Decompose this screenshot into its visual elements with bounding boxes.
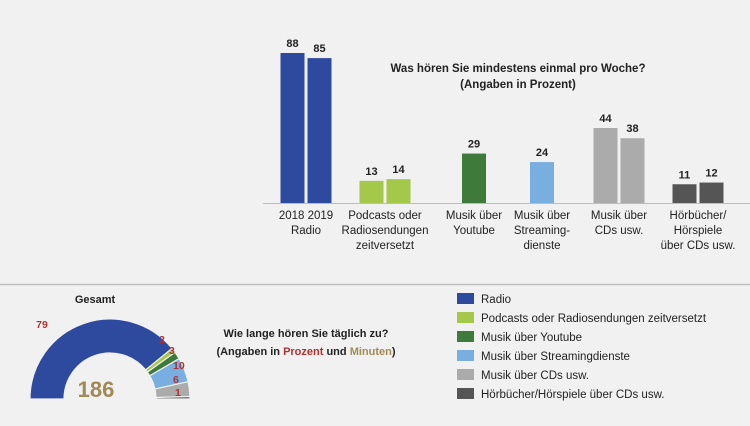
- bar: [672, 184, 697, 203]
- subtitle-part: und: [323, 346, 349, 358]
- bar-value-label: 29: [468, 139, 480, 151]
- bar-chart-subtitle: (Angaben in Prozent): [460, 79, 576, 91]
- category-label: dienste: [523, 240, 560, 252]
- legend-swatch: [457, 350, 474, 361]
- legend-label: Hörbücher/Hörspiele über CDs usw.: [481, 389, 664, 401]
- legend-label: Podcasts oder Radiosendungen zeitversetz…: [481, 313, 707, 325]
- legend-swatch: [457, 369, 474, 380]
- subtitle-part: (Angaben in: [216, 346, 283, 358]
- category-label: 2018 2019: [279, 210, 333, 222]
- legend-swatch: [457, 312, 474, 323]
- category-label: Hörspiele: [674, 225, 723, 237]
- category-label: Musik über: [446, 210, 502, 222]
- donut-slice: [29, 318, 173, 400]
- bar: [386, 179, 411, 203]
- legend-label: Musik über Streamingdienste: [481, 351, 630, 363]
- slice-value-label: 79: [36, 319, 48, 331]
- bar-value-label: 14: [392, 164, 405, 176]
- category-label: zeitversetzt: [356, 240, 415, 252]
- bar-value-label: 24: [536, 147, 549, 159]
- legend-label: Radio: [481, 294, 511, 306]
- bar-value-label: 13: [365, 166, 377, 178]
- subtitle-part: Minuten: [350, 346, 392, 358]
- bar: [530, 162, 554, 203]
- bar-value-label: 44: [599, 113, 612, 125]
- bar-value-label: 88: [286, 38, 298, 50]
- bar: [359, 180, 384, 203]
- category-label: Musik über: [591, 210, 647, 222]
- category-label: Musik über: [514, 210, 570, 222]
- category-label: über CDs usw.: [661, 240, 736, 252]
- slice-value-label: 1: [175, 387, 181, 399]
- bar-value-label: 38: [626, 123, 638, 135]
- category-label: Radio: [291, 225, 321, 237]
- bar: [593, 128, 618, 203]
- donut-total: 186: [78, 377, 115, 402]
- slice-value-label: 10: [173, 360, 185, 372]
- bar-value-label: 12: [705, 168, 717, 180]
- half-donut-chart: 79 23 10 61 Gesamt 186: [29, 294, 191, 402]
- subtitle-part: Prozent: [283, 346, 324, 358]
- legend-swatch: [457, 331, 474, 342]
- bar-chart: 88 85 2018 2019 Radio 13 14 Podcasts oder Radio…: [0, 38, 750, 286]
- bar: [699, 182, 724, 203]
- question-2-subtitle: (Angaben in Prozent und Minuten): [216, 346, 395, 358]
- category-label: Radiosendungen: [342, 225, 429, 237]
- question-2: Wie lange hören Sie täglich zu? (Angaben …: [216, 328, 395, 358]
- bar-chart-title: Was hören Sie mindestens einmal pro Woch…: [391, 63, 646, 75]
- legend-label: Musik über Youtube: [481, 332, 582, 344]
- legend: Radio Podcasts oder Radiosendungen zeitve…: [457, 293, 707, 401]
- slice-value-label: 6: [173, 374, 179, 386]
- legend-label: Musik über CDs usw.: [481, 370, 589, 382]
- donut-title: Gesamt: [75, 294, 116, 306]
- bar-value-label: 11: [679, 169, 691, 181]
- legend-swatch: [457, 388, 474, 399]
- bar: [462, 153, 486, 203]
- slice-value-label: 3: [169, 345, 175, 357]
- legend-swatch: [457, 293, 474, 304]
- subtitle-part: ): [392, 346, 396, 358]
- slice-value-label: 2: [159, 334, 165, 346]
- donut-slice: [155, 395, 191, 400]
- question-2-title: Wie lange hören Sie täglich zu?: [224, 328, 389, 340]
- bar: [307, 58, 332, 204]
- category-label: CDs usw.: [595, 225, 644, 237]
- category-label: Youtube: [453, 225, 495, 237]
- category-label: Hörbücher/: [670, 210, 728, 222]
- category-label: Streaming-: [514, 225, 570, 237]
- bar-value-label: 85: [313, 43, 325, 55]
- bar: [620, 138, 645, 203]
- category-label: Podcasts oder: [348, 210, 422, 222]
- bar: [280, 53, 305, 203]
